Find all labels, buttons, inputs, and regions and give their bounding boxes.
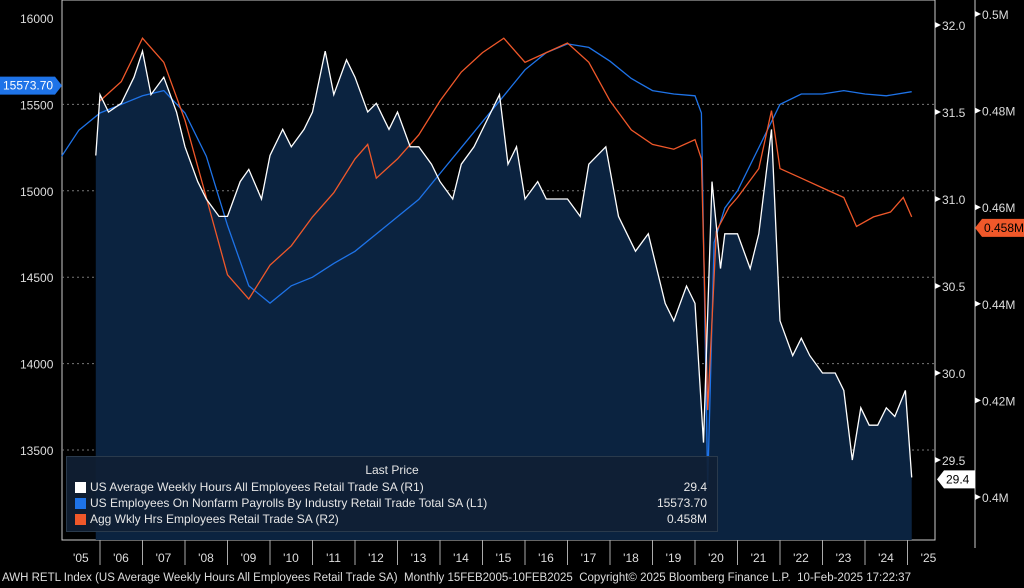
r1-axis-tick-label: 32.0 xyxy=(942,19,966,33)
left-axis-tick-label: 16000 xyxy=(20,12,54,26)
r1-tick-marker xyxy=(935,283,941,289)
legend-item-agg-hours: Agg Wkly Hrs Employees Retail Trade SA (… xyxy=(67,511,717,527)
x-axis-tick-label: '09 xyxy=(241,551,257,565)
left-axis-tick-label: 14500 xyxy=(20,271,54,285)
x-axis-tick-label: '17 xyxy=(581,551,597,565)
r1-axis-tick-label: 30.5 xyxy=(942,280,966,294)
legend-value: 15573.70 xyxy=(656,496,707,510)
r1-axis-tick-label: 31.0 xyxy=(942,193,966,207)
r2-axis-tick-label: 0.5M xyxy=(982,8,1009,22)
x-axis-tick-label: '19 xyxy=(666,551,682,565)
x-axis-tick-label: '05 xyxy=(73,551,89,565)
footer-range: Monthly 15FEB2005-10FEB2025 xyxy=(404,572,573,584)
x-axis-tick-label: '21 xyxy=(751,551,767,565)
hours-area-fill xyxy=(95,51,912,540)
x-axis-tick-label: '06 xyxy=(113,551,129,565)
r1-tick-marker xyxy=(935,370,941,376)
x-axis-tick-label: '10 xyxy=(283,551,299,565)
r2-tick-marker xyxy=(975,204,981,211)
x-axis-tick-label: '12 xyxy=(368,551,384,565)
left-axis-tick-label: 15500 xyxy=(20,98,54,112)
l1-last-value-tag: 15573.70 xyxy=(3,79,53,93)
legend-label: US Average Weekly Hours All Employees Re… xyxy=(90,480,424,494)
x-axis-tick-label: '08 xyxy=(198,551,214,565)
r2-last-value-tag: 0.458M xyxy=(984,221,1024,235)
r2-tick-marker xyxy=(975,107,981,114)
series-line-r2 xyxy=(99,37,913,411)
l1-last-value-tag-bg xyxy=(0,76,62,95)
r1-tick-marker xyxy=(935,457,941,463)
left-axis-tick-label: 14000 xyxy=(20,358,54,372)
r1-tick-marker xyxy=(935,22,941,28)
legend-swatch-white xyxy=(75,481,86,493)
footer-copyright: Copyright© 2025 Bloomberg Finance L.P. xyxy=(579,572,791,584)
series-line-l1 xyxy=(61,43,912,485)
x-axis-tick-label: '15 xyxy=(496,551,512,565)
legend-item-payrolls: US Employees On Nonfarm Payrolls By Indu… xyxy=(67,495,717,511)
x-axis-tick-label: '11 xyxy=(326,551,341,565)
legend-label: Agg Wkly Hrs Employees Retail Trade SA (… xyxy=(90,512,339,526)
series-line-r1 xyxy=(95,48,913,478)
r1-axis-tick-label: 31.5 xyxy=(942,106,966,120)
legend-value: 0.458M xyxy=(666,512,707,526)
legend-label: US Employees On Nonfarm Payrolls By Indu… xyxy=(90,496,488,510)
x-axis-tick-label: '23 xyxy=(836,551,852,565)
footer: AWH RETL Index (US Average Weekly Hours … xyxy=(2,572,911,584)
x-axis-tick-label: '16 xyxy=(538,551,554,565)
legend-value: 29.4 xyxy=(683,480,707,494)
left-axis-tick-label: 13500 xyxy=(20,444,54,458)
r2-tick-marker xyxy=(975,300,981,307)
r1-tick-marker xyxy=(935,109,941,115)
r1-last-value-tag: 29.4 xyxy=(946,472,970,486)
r1-axis-tick-label: 29.5 xyxy=(942,454,966,468)
legend-swatch-orange xyxy=(75,513,86,525)
x-axis-tick-label: '07 xyxy=(156,551,172,565)
x-axis-tick-label: '18 xyxy=(623,551,639,565)
r1-last-value-tag-bg xyxy=(937,470,975,489)
r1-tick-marker xyxy=(935,196,941,202)
x-axis-tick-label: '20 xyxy=(708,551,724,565)
footer-ticker: AWH RETL Index (US Average Weekly Hours … xyxy=(2,572,398,584)
left-axis-tick-label: 15000 xyxy=(20,185,54,199)
footer-timestamp: 10-Feb-2025 17:22:37 xyxy=(797,572,911,584)
x-axis-tick-label: '22 xyxy=(793,551,809,565)
r2-axis-tick-label: 0.48M xyxy=(982,105,1015,119)
r2-axis-tick-label: 0.44M xyxy=(982,298,1015,312)
legend-item-hours: US Average Weekly Hours All Employees Re… xyxy=(67,479,717,495)
x-axis-tick-label: '14 xyxy=(453,551,469,565)
r2-axis-tick-label: 0.4M xyxy=(982,491,1009,505)
legend-header: Last Price xyxy=(365,463,419,477)
r1-axis-tick-label: 30.0 xyxy=(942,367,966,381)
legend: Last Price US Average Weekly Hours All E… xyxy=(66,456,718,532)
r2-axis-tick-label: 0.42M xyxy=(982,394,1015,408)
r2-tick-marker xyxy=(975,494,981,500)
x-axis-tick-label: '13 xyxy=(411,551,427,565)
x-axis-tick-label: '25 xyxy=(921,551,937,565)
r2-tick-marker xyxy=(975,11,981,17)
r2-axis-tick-label: 0.46M xyxy=(982,201,1015,215)
legend-swatch-blue xyxy=(75,497,86,509)
r2-tick-marker xyxy=(975,397,981,404)
r2-last-value-tag-bg xyxy=(975,218,1024,237)
x-axis-tick-label: '24 xyxy=(878,551,894,565)
